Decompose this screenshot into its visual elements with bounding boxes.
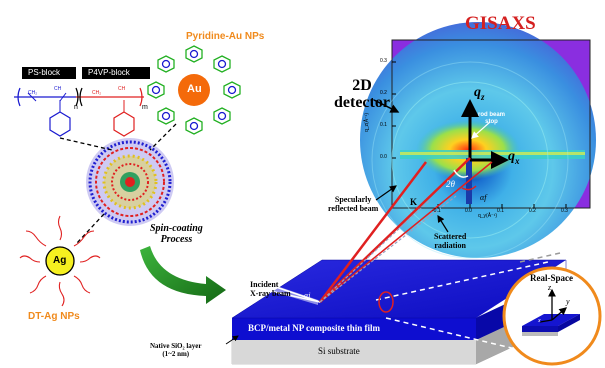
- detector-label-line1: 2D: [352, 77, 372, 94]
- detector-label: 2D detector: [334, 77, 390, 112]
- realspace-inset: [502, 266, 602, 366]
- x-tick-label: 0.0: [465, 208, 472, 214]
- specular-label: Specularly reflected beam: [328, 195, 378, 213]
- realspace-title: Real-Space: [530, 273, 573, 283]
- y-axis-label: q_z(Å⁻¹): [364, 112, 371, 133]
- scattered-pointer-arrow: [437, 214, 449, 233]
- au-label: Au: [187, 83, 202, 95]
- film-spot-marker: [378, 291, 394, 313]
- y-tick-label: 0.2: [380, 90, 387, 96]
- scattered-line2: radiation: [434, 241, 466, 251]
- substrate-label: Si substrate: [318, 346, 360, 356]
- block-copolymer-structure: [14, 67, 150, 137]
- rod-beam-stop-line1: rod beam: [478, 112, 506, 118]
- x-tick-label: 0.2: [529, 208, 536, 214]
- chem-ch-p4vp: CH: [118, 86, 126, 92]
- detector-pointer-arrow: [373, 99, 400, 113]
- qz-subscript: z: [481, 91, 485, 102]
- figure-title: GISAXS: [465, 13, 536, 34]
- dt-ag-np: [19, 215, 101, 307]
- y-tick-label: 0.1: [380, 122, 387, 128]
- specular-pointer-arrow: [375, 185, 397, 201]
- k-label: K: [410, 197, 418, 207]
- connector-dashed: [149, 123, 177, 151]
- chem-ch-ps: CH: [54, 86, 62, 92]
- pyridine-au-title: Pyridine-Au NPs: [186, 31, 265, 42]
- dodecanethiol-chains: [19, 215, 101, 307]
- qz-label: qz: [474, 86, 485, 102]
- alpha-i-label: αi: [304, 291, 311, 300]
- qz-symbol: q: [474, 85, 481, 100]
- y-tick-label: 0.0: [380, 154, 387, 160]
- x-tick-label: 0.3: [561, 208, 568, 214]
- spin-line2: Process: [160, 233, 193, 245]
- subscript-m: m: [142, 104, 148, 111]
- x-tick-label: -0.1: [432, 208, 441, 214]
- pyridine-ligands: [147, 45, 241, 135]
- detector-panel: [360, 22, 596, 259]
- connector-dashed: [59, 137, 113, 151]
- native-line1: Native SiO₂ layer: [150, 342, 202, 350]
- subscript-n: n: [74, 104, 78, 111]
- scattered-label: Scattered radiation: [434, 232, 466, 250]
- detector-label-line2: detector: [334, 93, 390, 111]
- dt-ag-title: DT-Ag NPs: [28, 311, 80, 322]
- native-layer-label: Native SiO₂ layer (1~2 nm): [150, 342, 201, 359]
- spin-coating-label: Spin-coating Process: [150, 223, 203, 245]
- film-label: BCP/metal NP composite thin film: [248, 323, 380, 333]
- native-line2: (1~2 nm): [162, 350, 190, 359]
- spin-line1: Spin-coating: [150, 223, 203, 234]
- specular-line1: Specularly: [334, 195, 372, 204]
- chem-ch2-ps: CH₂: [28, 90, 38, 96]
- incident-label: Incident X-ray beam: [250, 280, 291, 298]
- realspace-dashed-line: [375, 261, 549, 301]
- realspace-axis-y: y: [566, 297, 570, 306]
- qx-subscript: x: [515, 155, 520, 166]
- realspace-axis-x: x: [538, 318, 541, 324]
- scattered-line1: Scattered: [434, 232, 467, 241]
- connector-dashed: [75, 213, 105, 245]
- chem-ch2-p4vp: CH₂: [92, 90, 102, 96]
- incident-line1: Incident: [250, 280, 279, 289]
- ps-block-label: PS-block: [28, 68, 61, 77]
- p4vp-block-label: P4VP-block: [88, 68, 130, 77]
- realspace-dashed-line: [519, 252, 561, 263]
- rod-beam-stop-line2: stop: [485, 118, 498, 125]
- realspace-dashed-line: [385, 317, 521, 351]
- qx-symbol: q: [508, 149, 515, 164]
- y-tick-label: 0.3: [380, 58, 387, 64]
- specular-line2: reflected beam: [328, 204, 379, 214]
- alpha-f-label: αf: [480, 193, 487, 202]
- x-tick-label: 0.1: [497, 208, 504, 214]
- xray-beams: [268, 157, 493, 305]
- ag-label: Ag: [53, 255, 67, 266]
- rod-beam-stop-label: rod beam stop: [478, 112, 505, 125]
- qx-label: qx: [508, 150, 520, 166]
- x-axis-ticks: [437, 204, 567, 208]
- y-axis-ticks: [392, 61, 396, 159]
- realspace-axis-z: z: [548, 283, 552, 292]
- x-axis-label: q_y(Å⁻¹): [478, 213, 498, 219]
- incident-line2: X-ray beam: [250, 289, 291, 299]
- spin-coating-arrow: [140, 246, 226, 304]
- micelle-composite: [86, 138, 174, 226]
- pyridine-au-np: [147, 45, 241, 135]
- two-theta-label: 2θ: [446, 179, 455, 189]
- native-layer-pointer-arrow: [225, 335, 239, 345]
